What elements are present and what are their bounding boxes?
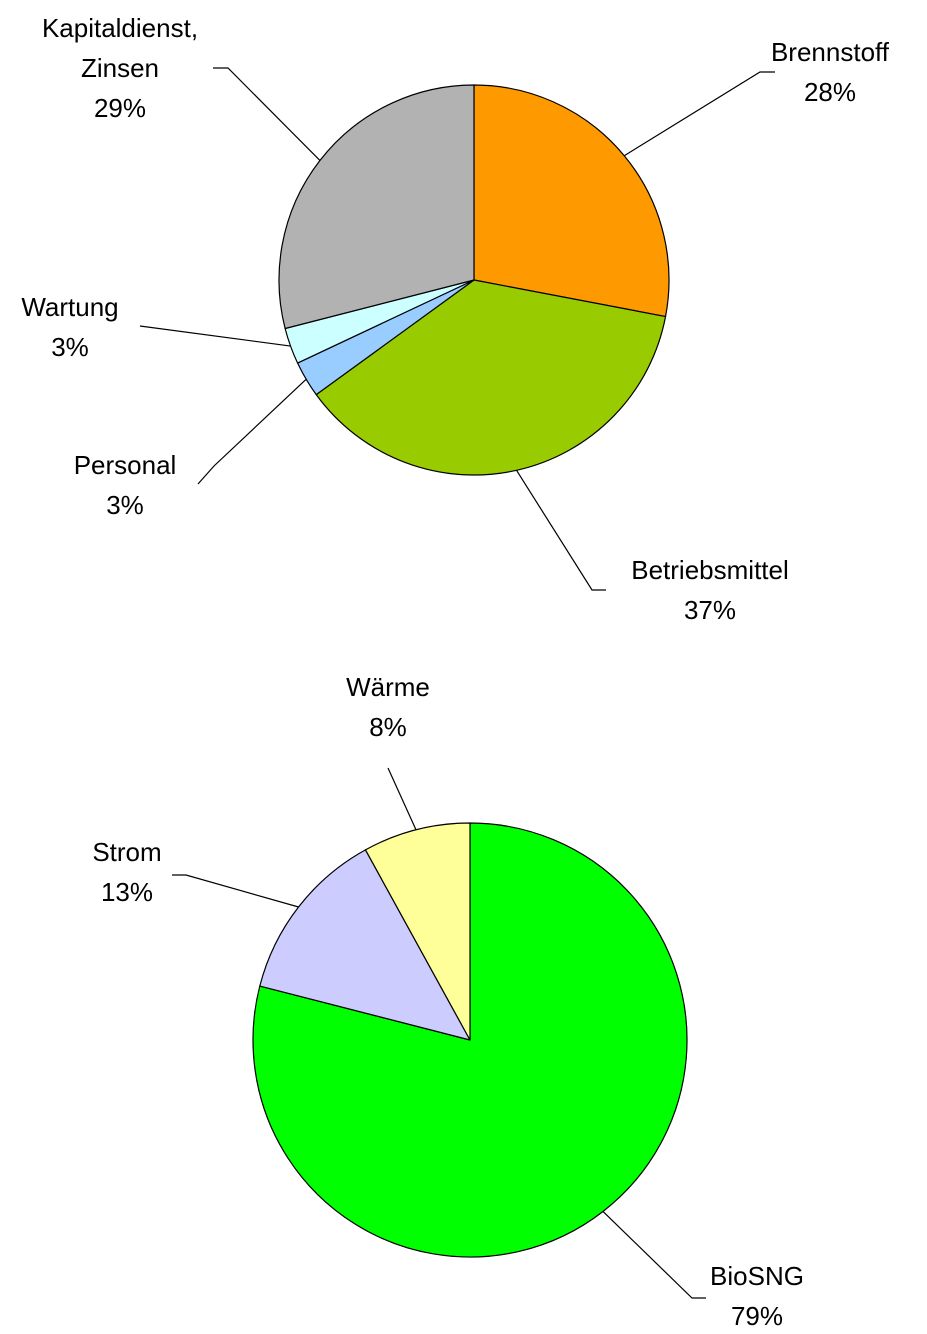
slice-name: Wärme (346, 672, 430, 702)
slice-name: Brennstoff (770, 37, 890, 67)
slice-label: Kapitaldienst, Zinsen 29% (20, 8, 220, 128)
slice-percent: 79% (730, 1301, 784, 1331)
slice-percent: 8% (369, 712, 407, 742)
slice-percent: 29% (93, 93, 147, 123)
slice-label: Personal 3% (45, 445, 205, 525)
pie-slice (315, 279, 667, 476)
slice-label: Wartung 3% (0, 287, 140, 367)
slice-percent: 13% (100, 877, 154, 907)
slice-label: Wärme 8% (318, 667, 458, 747)
leader-line (387, 767, 417, 831)
slice-name: Kapitaldienst, Zinsen (41, 13, 199, 83)
slice-name: BioSNG (710, 1261, 804, 1291)
leader-line (213, 67, 321, 161)
leader-line (516, 469, 606, 591)
leader-line (602, 1211, 706, 1299)
slice-name: Personal (73, 450, 177, 480)
slice-label: BioSNG 79% (677, 1256, 837, 1334)
leader-line (139, 325, 291, 347)
slice-label: Betriebsmittel 37% (590, 550, 830, 630)
pie-slice (278, 84, 475, 330)
slice-percent: 3% (106, 490, 144, 520)
pie-slice (364, 822, 471, 1041)
slice-name: Strom (92, 837, 162, 867)
pie-slice (259, 849, 471, 1041)
slice-label: Strom 13% (67, 832, 187, 912)
slice-percent: 3% (51, 332, 89, 362)
pie-slice (473, 84, 670, 318)
slice-percent: 28% (803, 77, 857, 107)
slice-name: Betriebsmittel (631, 555, 789, 585)
leader-line (623, 71, 775, 157)
slice-percent: 37% (683, 595, 737, 625)
leader-line (197, 378, 307, 485)
slice-label: Brennstoff 28% (730, 32, 927, 112)
leader-line (172, 874, 299, 908)
slice-name: Wartung (21, 292, 119, 322)
